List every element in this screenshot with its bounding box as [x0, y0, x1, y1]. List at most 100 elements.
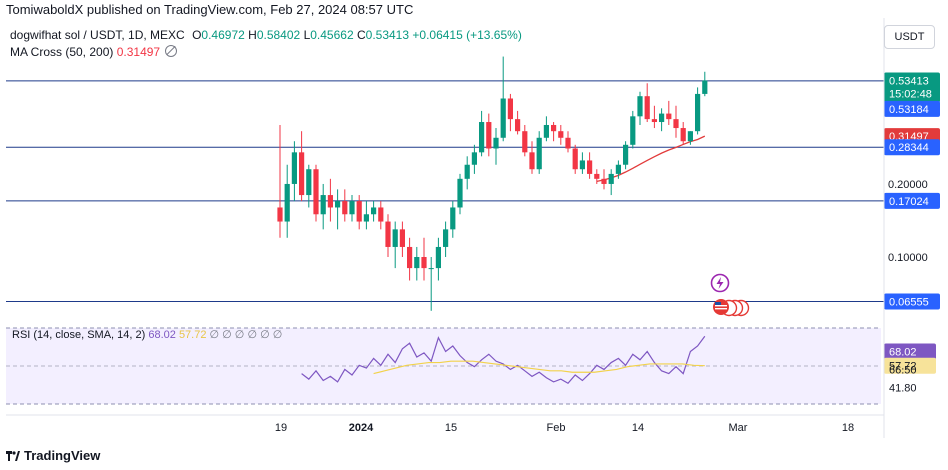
countdown-label: 15:02:48 — [889, 88, 932, 100]
rsi-tick-label: 41.80 — [889, 383, 917, 395]
rsi-legend-value: 68.02 — [148, 329, 176, 341]
candle-body — [356, 201, 362, 222]
rsi-ma-tag[interactable] — [884, 357, 936, 374]
candle-body — [335, 201, 341, 208]
publisher-header: TomiwaboldX published on TradingView.com… — [6, 2, 414, 17]
symbol-legend[interactable]: dogwifhat sol / USDT, 1D, MEXC O0.46972 … — [10, 28, 522, 42]
candle-body — [443, 229, 449, 247]
horizontal-lines[interactable] — [6, 80, 884, 303]
ma-label: MA Cross (50, 200) — [10, 45, 114, 59]
candle-body — [371, 207, 377, 215]
rsi-line — [301, 335, 706, 385]
time-tick-label: 18 — [842, 422, 854, 434]
candle-body — [392, 229, 398, 247]
flash-event-icon[interactable] — [710, 273, 730, 293]
rsi-value-label: 68.02 — [889, 346, 917, 358]
symbol-title: dogwifhat sol / USDT, 1D, MEXC — [10, 28, 185, 42]
price-tag-label: 0.17024 — [889, 196, 929, 208]
candle-body — [363, 214, 369, 222]
eye-off-icon[interactable] — [165, 45, 178, 57]
economic-events-icon[interactable] — [713, 299, 750, 317]
open-value: 0.46972 — [201, 28, 245, 42]
candle-body — [687, 131, 693, 142]
candle-body — [450, 207, 456, 230]
candle-body — [299, 152, 305, 196]
ma-value: 0.31497 — [116, 45, 161, 59]
candle-body — [601, 178, 607, 184]
currency-button[interactable]: USDT — [884, 25, 935, 49]
candle-body — [500, 98, 506, 138]
candle-body — [320, 195, 326, 215]
ma-legend[interactable]: MA Cross (50, 200) 0.31497 — [10, 45, 178, 59]
price-tag-label: 0.53184 — [889, 104, 929, 116]
last-price-tag[interactable] — [884, 72, 940, 103]
time-tick-label: Mar — [729, 422, 748, 434]
candle-body — [414, 257, 420, 269]
candle-body — [637, 96, 643, 117]
candle-body — [558, 131, 564, 138]
rsi-empty-values: ∅ ∅ ∅ ∅ ∅ ∅ — [209, 329, 283, 341]
candle-body — [407, 246, 413, 269]
price-tick-label: 0.10000 — [888, 252, 928, 264]
candle-body — [666, 113, 672, 120]
candle-body — [428, 268, 434, 270]
rsi-ma-line — [373, 360, 705, 375]
candle-body — [702, 80, 708, 94]
candle-body — [464, 164, 470, 179]
candle-body — [630, 116, 636, 145]
candle-body — [673, 119, 679, 129]
high-value: 0.58402 — [256, 28, 301, 42]
change-value: +0.06415 (+13.65%) — [412, 28, 522, 42]
candle-body — [594, 173, 600, 179]
candle-body — [291, 152, 297, 184]
open-label: O — [192, 28, 202, 42]
close-value: 0.53413 — [365, 28, 410, 42]
rsi-ma-label: 57.72 — [889, 361, 917, 373]
time-tick-label: 19 — [275, 422, 287, 434]
rsi-plot — [301, 335, 706, 385]
brand-text: TradingView — [24, 448, 101, 463]
price-tag[interactable] — [884, 100, 940, 117]
tradingview-logo-icon — [6, 451, 20, 461]
price-tag-label: 0.28344 — [889, 142, 929, 154]
price-tag[interactable] — [884, 192, 940, 209]
candle-body — [313, 169, 319, 215]
candle-body — [284, 183, 290, 222]
rsi-label: RSI (14, close, SMA, 14, 2) — [12, 329, 146, 341]
candle-body — [306, 169, 312, 196]
tradingview-logo[interactable]: TradingView — [6, 448, 100, 463]
candle-body — [644, 96, 650, 120]
candle-body — [536, 137, 542, 170]
candle-body — [515, 119, 521, 132]
rsi-legend[interactable]: RSI (14, close, SMA, 14, 2) 68.02 57.72 … — [12, 328, 282, 341]
candle-body — [479, 122, 485, 153]
candle-body — [471, 152, 477, 165]
candle-body — [277, 207, 283, 222]
candle-body — [421, 257, 427, 269]
candle-body — [349, 201, 355, 215]
candle-body — [486, 122, 492, 149]
time-tick-label: Feb — [547, 422, 566, 434]
candle-body — [522, 131, 528, 153]
close-label: C — [356, 28, 366, 42]
low-value: 0.45662 — [310, 28, 354, 42]
rsi-value-tag[interactable] — [884, 343, 936, 360]
high-label: H — [248, 28, 257, 42]
candle-body — [342, 201, 348, 215]
price-tag[interactable] — [884, 293, 940, 310]
candle-body — [385, 221, 391, 247]
candle-body — [587, 160, 593, 174]
candle-body — [399, 229, 405, 247]
candle-body — [680, 128, 686, 142]
candle-body — [435, 246, 441, 269]
candlesticks — [277, 56, 708, 311]
candle-body — [572, 148, 578, 170]
price-scale[interactable]: 0.400000.200000.100000.5341315:02:480.53… — [884, 72, 940, 310]
price-tag[interactable] — [884, 139, 940, 156]
rsi-tick-label: 66.50 — [889, 364, 917, 376]
candle-body — [659, 113, 665, 123]
ma-cross-line — [596, 135, 706, 182]
time-axis[interactable]: 19 2024 15 Feb 14 Mar 18 — [275, 422, 854, 434]
